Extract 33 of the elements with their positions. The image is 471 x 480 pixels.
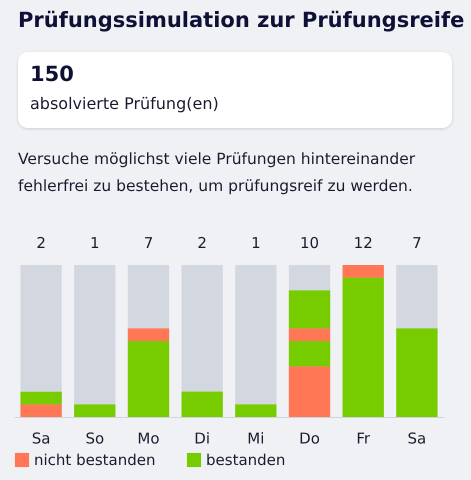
bar bbox=[288, 290, 330, 328]
bar bbox=[288, 328, 330, 341]
bar bbox=[20, 392, 62, 404]
text: 1 bbox=[251, 234, 261, 252]
chart-title: Prüfungssimulation zur Prüfungsreife bbox=[18, 8, 464, 32]
bar bbox=[235, 404, 277, 417]
legend-label: bestanden bbox=[206, 451, 286, 469]
text: absolvierte Prüfung(en) bbox=[30, 94, 219, 113]
bar bbox=[342, 278, 384, 417]
text: 1 bbox=[90, 234, 100, 252]
text: 12 bbox=[354, 234, 373, 252]
x-tick-label: Sa bbox=[408, 430, 426, 448]
x-tick-label: Mi bbox=[247, 430, 264, 448]
bar bbox=[20, 404, 62, 417]
text: 10 bbox=[300, 234, 320, 252]
x-tick-label: So bbox=[85, 430, 104, 448]
bar bbox=[342, 265, 384, 278]
bar bbox=[288, 341, 330, 366]
text: 7 bbox=[144, 234, 154, 252]
bar bbox=[181, 392, 223, 417]
bar bbox=[74, 404, 116, 417]
text: 2 bbox=[36, 234, 46, 252]
x-tick-label: Mo bbox=[137, 430, 160, 448]
x-tick-label: Di bbox=[194, 430, 210, 448]
text: 7 bbox=[412, 234, 422, 252]
x-tick-label: Fr bbox=[356, 430, 371, 448]
legend-label: nicht bestanden bbox=[34, 451, 156, 469]
text: 2 bbox=[197, 234, 207, 252]
bar bbox=[128, 328, 170, 341]
text: 150 bbox=[30, 62, 74, 86]
x-tick-label: Do bbox=[299, 430, 320, 448]
chart-subtitle: Versuche möglichst viele Prüfungen hintereinander fehlerfrei zu bestehen, um prüfungsreif zu werden. bbox=[18, 149, 416, 197]
x-tick-label: Sa bbox=[32, 430, 50, 448]
